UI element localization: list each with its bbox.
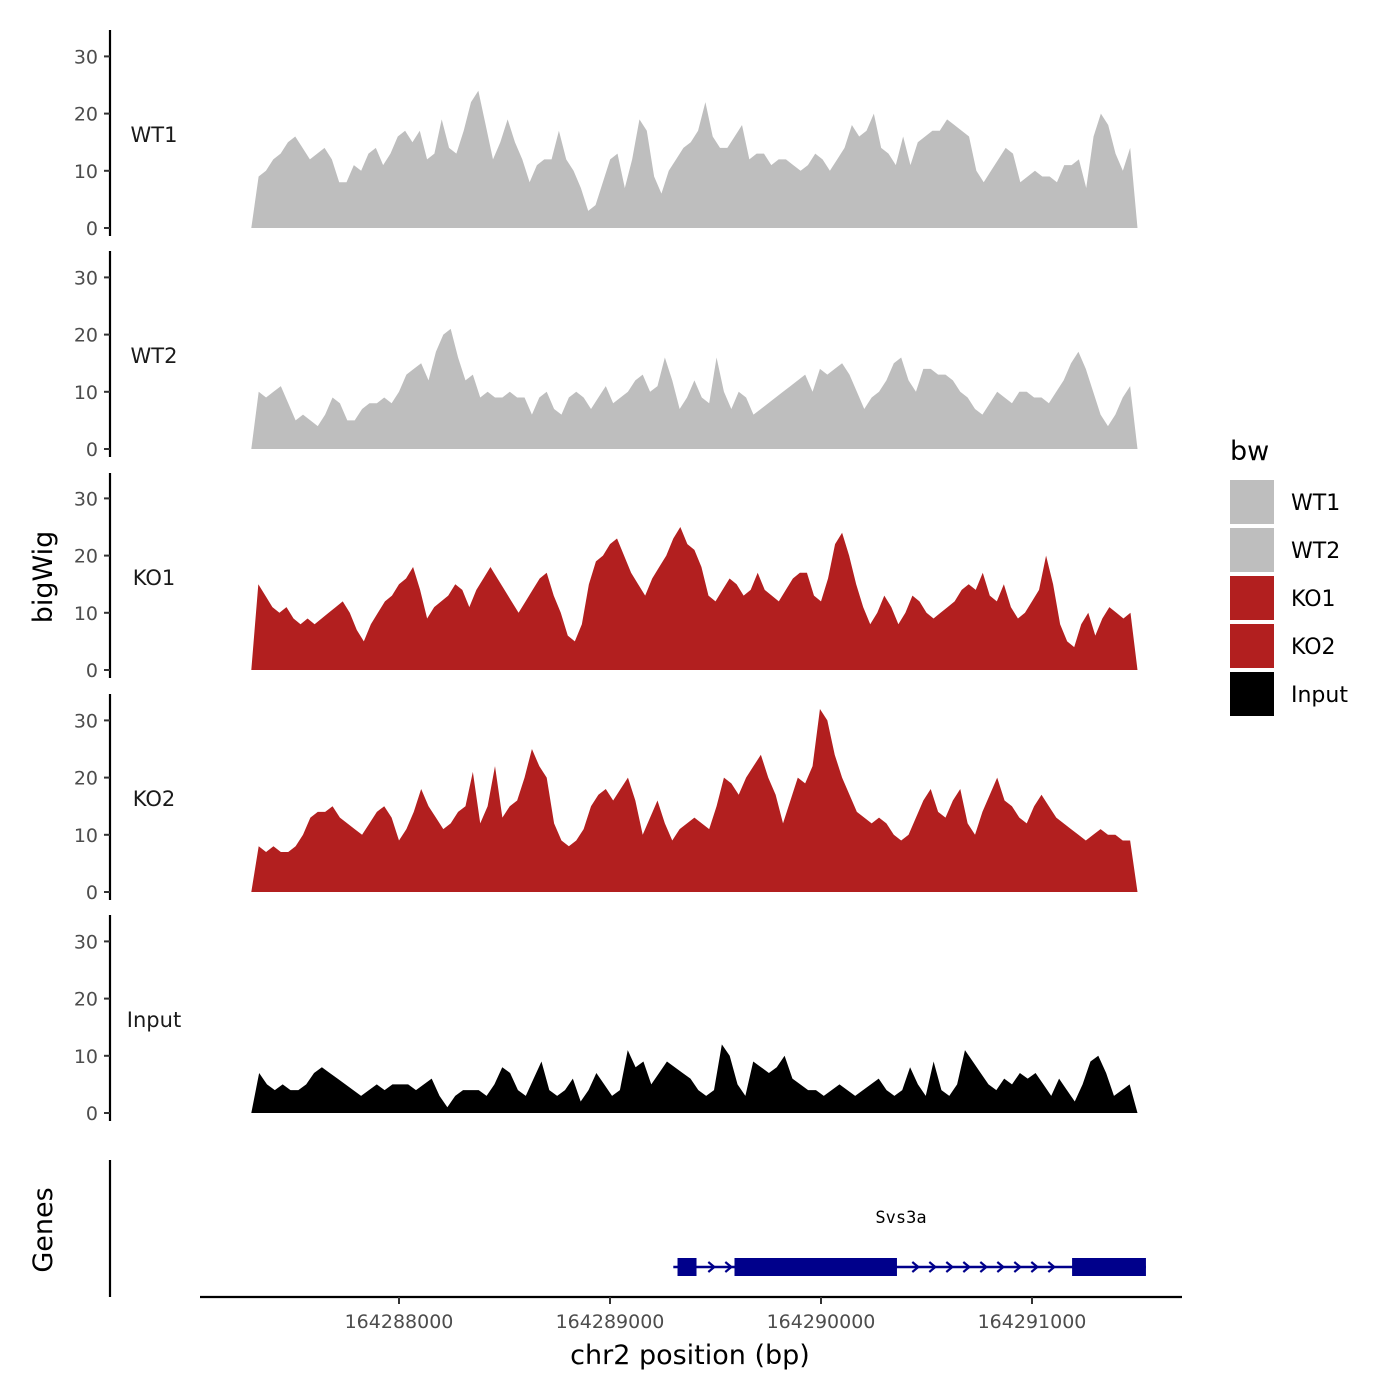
y-tick-label: 10 <box>74 603 98 625</box>
legend-label-wt1: WT1 <box>1291 491 1340 516</box>
genes-axis-title: Genes <box>28 1187 59 1272</box>
track-wt2: 0 10 20 30 WT2 <box>74 251 1138 461</box>
y-tick-label: 30 <box>74 267 98 289</box>
strand-arrow <box>928 1261 938 1273</box>
area-input <box>251 1044 1138 1113</box>
y-tick-label: 30 <box>74 931 98 953</box>
area-wt1 <box>251 90 1138 228</box>
strand-arrow <box>962 1261 972 1273</box>
y-tick-label: 30 <box>74 46 98 68</box>
strand-arrow <box>1047 1261 1057 1273</box>
track-label-ko1: KO1 <box>133 566 176 590</box>
y-axis-title: bigWig <box>28 531 59 624</box>
x-axis-title: chr2 position (bp) <box>570 1340 810 1371</box>
x-tick-label: 164289000 <box>556 1311 665 1333</box>
strand-arrow <box>724 1261 734 1273</box>
strand-arrow <box>707 1261 717 1273</box>
track-ko1: 0 10 20 30 KO1 <box>74 473 1138 682</box>
legend-label-ko2: KO2 <box>1291 635 1336 660</box>
legend-swatch-wt2 <box>1230 528 1274 572</box>
track-input: 0 10 20 30 Input <box>74 915 1138 1125</box>
y-tick-label: 10 <box>74 1046 98 1068</box>
y-tick-label: 0 <box>86 660 98 682</box>
y-tick-label: 20 <box>74 325 98 347</box>
track-label-input: Input <box>127 1008 181 1032</box>
x-axis: 164288000 164289000 164290000 164291000 <box>200 1295 1182 1333</box>
track-label-wt2: WT2 <box>131 344 178 368</box>
track-label-ko2: KO2 <box>133 787 176 811</box>
signal-tracks: 0 10 20 30 WT1 0 10 20 30 WT2 0 10 20 30 KO1 0 10 20 30 KO2… <box>74 30 1138 1125</box>
strand-arrow <box>1013 1261 1023 1273</box>
area-ko1 <box>251 527 1138 670</box>
strand-arrow <box>1030 1261 1040 1273</box>
x-tick-label: 164288000 <box>345 1311 454 1333</box>
gene-exon-1 <box>677 1258 697 1276</box>
y-tick-label: 20 <box>74 546 98 568</box>
legend-swatch-ko2 <box>1230 624 1274 668</box>
y-tick-label: 10 <box>74 161 98 183</box>
strand-arrow <box>996 1261 1006 1273</box>
y-tick-label: 20 <box>74 768 98 790</box>
x-tick-label: 164290000 <box>767 1311 876 1333</box>
y-tick-label: 0 <box>86 1103 98 1125</box>
gene-exon-3 <box>1072 1258 1146 1276</box>
area-ko2 <box>251 708 1138 892</box>
y-tick-label: 30 <box>74 710 98 732</box>
y-tick-label: 20 <box>74 989 98 1011</box>
legend: bw WT1 WT2 KO1 KO2 Input <box>1230 436 1348 716</box>
legend-label-wt2: WT2 <box>1291 539 1340 564</box>
legend-swatch-ko1 <box>1230 576 1274 620</box>
legend-label-input: Input <box>1291 683 1348 708</box>
strand-arrow <box>911 1261 921 1273</box>
y-tick-label: 0 <box>86 882 98 904</box>
track-ko2: 0 10 20 30 KO2 <box>74 694 1138 904</box>
y-tick-label: 0 <box>86 439 98 461</box>
y-tick-label: 10 <box>74 825 98 847</box>
strand-arrow <box>945 1261 955 1273</box>
legend-swatch-wt1 <box>1230 480 1274 524</box>
gene-exon-2 <box>734 1258 897 1276</box>
y-tick-label: 20 <box>74 104 98 126</box>
legend-swatch-input <box>1230 672 1274 716</box>
y-tick-label: 0 <box>86 218 98 240</box>
legend-label-ko1: KO1 <box>1291 587 1336 612</box>
y-tick-label: 10 <box>74 382 98 404</box>
strand-arrow <box>979 1261 989 1273</box>
track-wt1: 0 10 20 30 WT1 <box>74 30 1138 240</box>
genes-panel: Svs3a <box>108 1160 1146 1297</box>
y-tick-label: 30 <box>74 488 98 510</box>
legend-title: bw <box>1230 436 1269 467</box>
gene-label: Svs3a <box>875 1208 926 1228</box>
area-wt2 <box>251 328 1138 449</box>
x-tick-label: 164291000 <box>978 1311 1087 1333</box>
track-label-wt1: WT1 <box>131 123 178 147</box>
